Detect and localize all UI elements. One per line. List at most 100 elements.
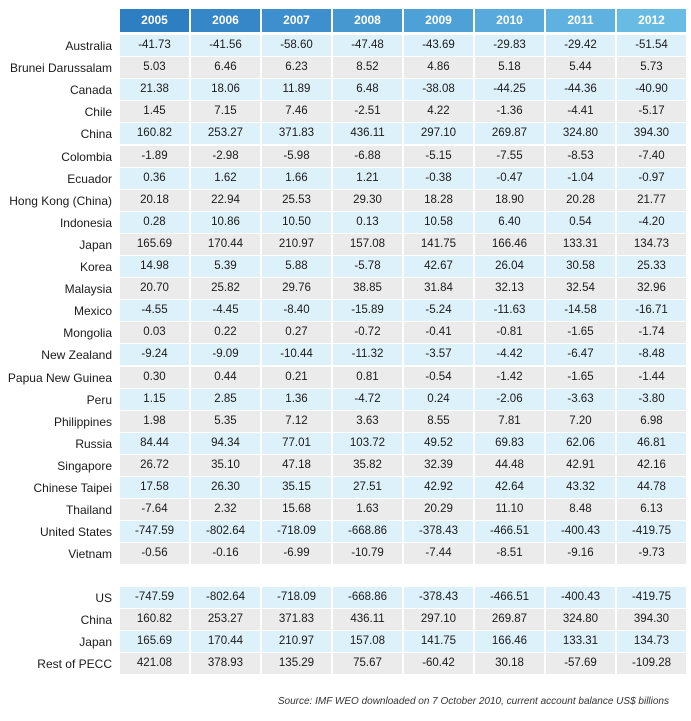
country-value-cell: 69.83 <box>475 432 544 454</box>
summary-value-cell: 141.75 <box>404 631 473 653</box>
country-label: Australia <box>65 39 112 53</box>
country-value-cell: 1.36 <box>262 388 331 410</box>
country-value-cell: 21.38 <box>120 79 189 101</box>
country-value-cell: -1.36 <box>475 101 544 123</box>
country-value-cell: 394.30 <box>617 123 686 145</box>
country-value-cell: 11.89 <box>262 79 331 101</box>
country-value-cell: -47.48 <box>333 35 402 56</box>
country-value-cell: -5.24 <box>404 300 473 322</box>
country-value-cell: 157.08 <box>333 233 402 255</box>
country-value-cell: 47.18 <box>262 454 331 476</box>
country-value-cell: 29.30 <box>333 189 402 211</box>
country-value-cell: 7.46 <box>262 101 331 123</box>
country-label: New Zealand <box>41 348 112 363</box>
country-value-cell: 17.58 <box>120 477 189 498</box>
country-value-cell: -400.43 <box>546 521 615 543</box>
summary-label: US <box>95 591 112 605</box>
country-value-cell: 5.88 <box>262 256 331 277</box>
summary-value-cell: 160.82 <box>120 609 189 631</box>
country-row: Ecuador 0.36 1.62 1.66 1.21 -0.38 -0.47 -1.04 -0… <box>0 167 691 190</box>
country-value-cell: 10.50 <box>262 211 331 233</box>
country-value-cell: -6.47 <box>546 344 615 366</box>
country-value-cell: 324.80 <box>546 123 615 145</box>
country-value-cell: 5.73 <box>617 57 686 79</box>
country-row: Philippines 1.98 5.35 7.12 3.63 8.55 7.81 7.20 6… <box>0 410 691 433</box>
country-value-cell: -8.48 <box>617 344 686 366</box>
country-value-cell: -38.08 <box>404 79 473 101</box>
country-value-cell: 0.28 <box>120 211 189 233</box>
country-value-cell: -1.89 <box>120 145 189 167</box>
country-value-cell: -41.73 <box>120 35 189 56</box>
country-value-cell: 32.13 <box>475 278 544 300</box>
summary-label: Rest of PECC <box>37 657 112 672</box>
country-value-cell: 32.39 <box>404 454 473 476</box>
country-label: Japan <box>79 237 112 252</box>
country-value-cell: -2.98 <box>191 145 260 167</box>
country-value-cell: 0.81 <box>333 366 402 388</box>
country-value-cell: -4.55 <box>120 300 189 322</box>
country-value-cell: -5.17 <box>617 101 686 123</box>
country-value-cell: 18.90 <box>475 189 544 211</box>
country-value-cell: 42.67 <box>404 256 473 277</box>
country-value-cell: 4.86 <box>404 57 473 79</box>
country-value-cell: 14.98 <box>120 256 189 277</box>
summary-value-cell: 157.08 <box>333 631 402 653</box>
country-value-cell: 46.81 <box>617 432 686 454</box>
country-value-cell: 27.51 <box>333 477 402 498</box>
summary-value-cell: 135.29 <box>262 653 331 675</box>
country-value-cell: -3.63 <box>546 388 615 410</box>
country-value-cell: -51.54 <box>617 35 686 56</box>
country-value-cell: -5.98 <box>262 145 331 167</box>
country-value-cell: 1.62 <box>191 167 260 189</box>
country-label: Singapore <box>57 458 112 473</box>
country-value-cell: -43.69 <box>404 35 473 56</box>
country-value-cell: -9.09 <box>191 344 260 366</box>
country-value-cell: 7.81 <box>475 410 544 432</box>
country-value-cell: 1.45 <box>120 101 189 123</box>
country-value-cell: 22.94 <box>191 189 260 211</box>
country-value-cell: -40.90 <box>617 79 686 101</box>
country-value-cell: -0.56 <box>120 543 189 565</box>
summary-value-cell: -109.28 <box>617 653 686 675</box>
country-value-cell: -29.83 <box>475 35 544 56</box>
country-value-cell: 42.64 <box>475 477 544 498</box>
country-value-cell: -9.24 <box>120 344 189 366</box>
country-value-cell: 0.30 <box>120 366 189 388</box>
country-value-cell: -58.60 <box>262 35 331 56</box>
country-value-cell: -1.65 <box>546 366 615 388</box>
country-value-cell: 11.10 <box>475 499 544 521</box>
country-value-cell: 15.68 <box>262 499 331 521</box>
country-value-cell: 7.12 <box>262 410 331 432</box>
country-value-cell: 134.73 <box>617 233 686 255</box>
country-value-cell: -16.71 <box>617 300 686 322</box>
country-value-cell: 0.21 <box>262 366 331 388</box>
country-value-cell: -3.80 <box>617 388 686 410</box>
summary-value-cell: 75.67 <box>333 653 402 675</box>
country-value-cell: 8.52 <box>333 57 402 79</box>
country-value-cell: 44.48 <box>475 454 544 476</box>
summary-value-cell: -378.43 <box>404 587 473 608</box>
country-value-cell: 297.10 <box>404 123 473 145</box>
country-value-cell: 18.28 <box>404 189 473 211</box>
country-value-cell: 1.63 <box>333 499 402 521</box>
country-value-cell: -5.15 <box>404 145 473 167</box>
country-value-cell: 6.23 <box>262 57 331 79</box>
country-value-cell: 166.46 <box>475 233 544 255</box>
country-value-cell: -466.51 <box>475 521 544 543</box>
country-value-cell: 26.04 <box>475 256 544 277</box>
summary-value-cell: 165.69 <box>120 631 189 653</box>
summary-value-cell: -419.75 <box>617 587 686 608</box>
country-value-cell: -718.09 <box>262 521 331 543</box>
country-value-cell: 38.85 <box>333 278 402 300</box>
country-value-cell: -44.36 <box>546 79 615 101</box>
country-label: Malaysia <box>64 282 112 297</box>
country-value-cell: -4.45 <box>191 300 260 322</box>
country-label: Brunei Darussalam <box>9 61 112 76</box>
country-value-cell: 253.27 <box>191 123 260 145</box>
country-value-cell: -10.44 <box>262 344 331 366</box>
country-value-cell: -8.53 <box>546 145 615 167</box>
country-value-cell: -802.64 <box>191 521 260 543</box>
country-value-cell: -29.42 <box>546 35 615 56</box>
country-value-cell: 25.53 <box>262 189 331 211</box>
year-header-3: 2008 <box>333 9 402 32</box>
